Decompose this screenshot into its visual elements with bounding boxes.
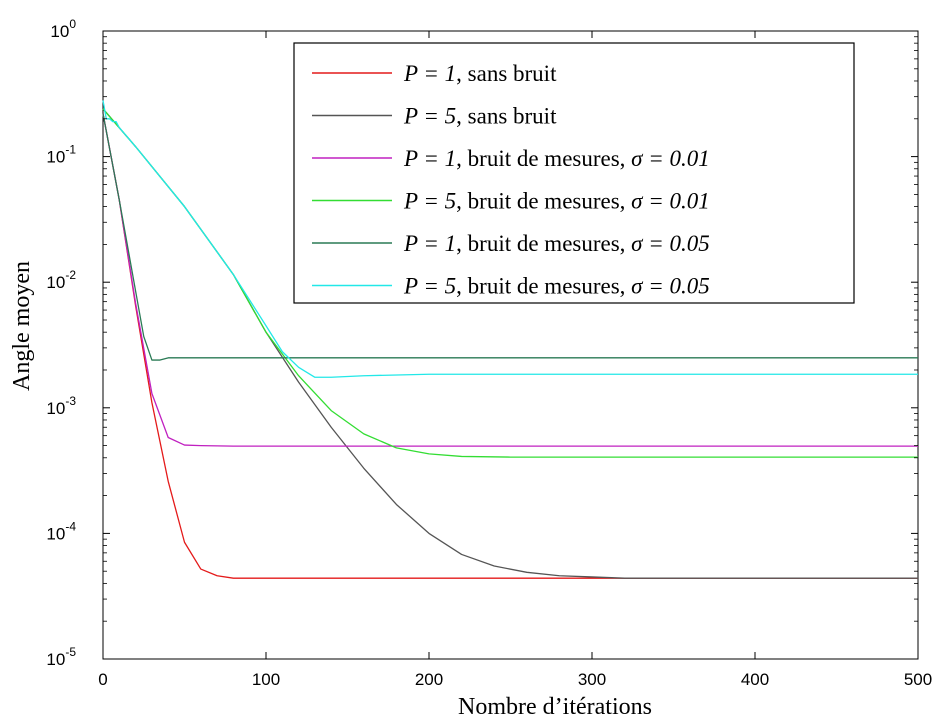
series-line-1 [102, 113, 918, 579]
legend-label-2: P = 5, sans bruit [403, 104, 557, 129]
y-tick-label: 10-2 [46, 268, 76, 292]
legend-label-5: P = 1, bruit de mesures, σ = 0.05 [403, 231, 710, 256]
legend-label-6: P = 5, bruit de mesures, σ = 0.05 [403, 274, 710, 299]
legend-label-4: P = 5, bruit de mesures, σ = 0.01 [403, 189, 710, 214]
legend: P = 1, sans bruit P = 5, sans bruit P = 1,… [293, 42, 855, 304]
x-tick-label: 300 [578, 670, 606, 689]
x-tick-label: 400 [741, 670, 769, 689]
x-tick-label: 100 [252, 670, 280, 689]
legend-label-3: P = 1, bruit de mesures, σ = 0.01 [403, 146, 710, 171]
y-axis-title: Angle moyen [9, 261, 35, 391]
series-layer [102, 100, 918, 579]
y-tick-label: 10-3 [46, 394, 76, 418]
x-tick-label: 200 [415, 670, 443, 689]
series-line-6 [102, 100, 918, 378]
y-tick-label: 100 [50, 17, 76, 41]
legend-label-1: P = 1, sans bruit [403, 61, 557, 86]
x-tick-label: 500 [904, 670, 932, 689]
series-line-3 [102, 113, 918, 447]
x-tick-label: 0 [98, 670, 107, 689]
y-axis-ticks: 100 10-1 10-2 10-3 10-4 10-5 [46, 17, 918, 669]
series-line-5 [102, 113, 918, 361]
x-axis-ticks: 0 100 200 300 400 500 [98, 31, 932, 689]
y-tick-label: 10-1 [46, 143, 76, 167]
y-tick-label: 10-5 [46, 645, 76, 669]
legend-box [293, 42, 855, 304]
x-axis-title: Nombre d’itérations [458, 694, 652, 720]
y-tick-label: 10-4 [46, 519, 76, 543]
